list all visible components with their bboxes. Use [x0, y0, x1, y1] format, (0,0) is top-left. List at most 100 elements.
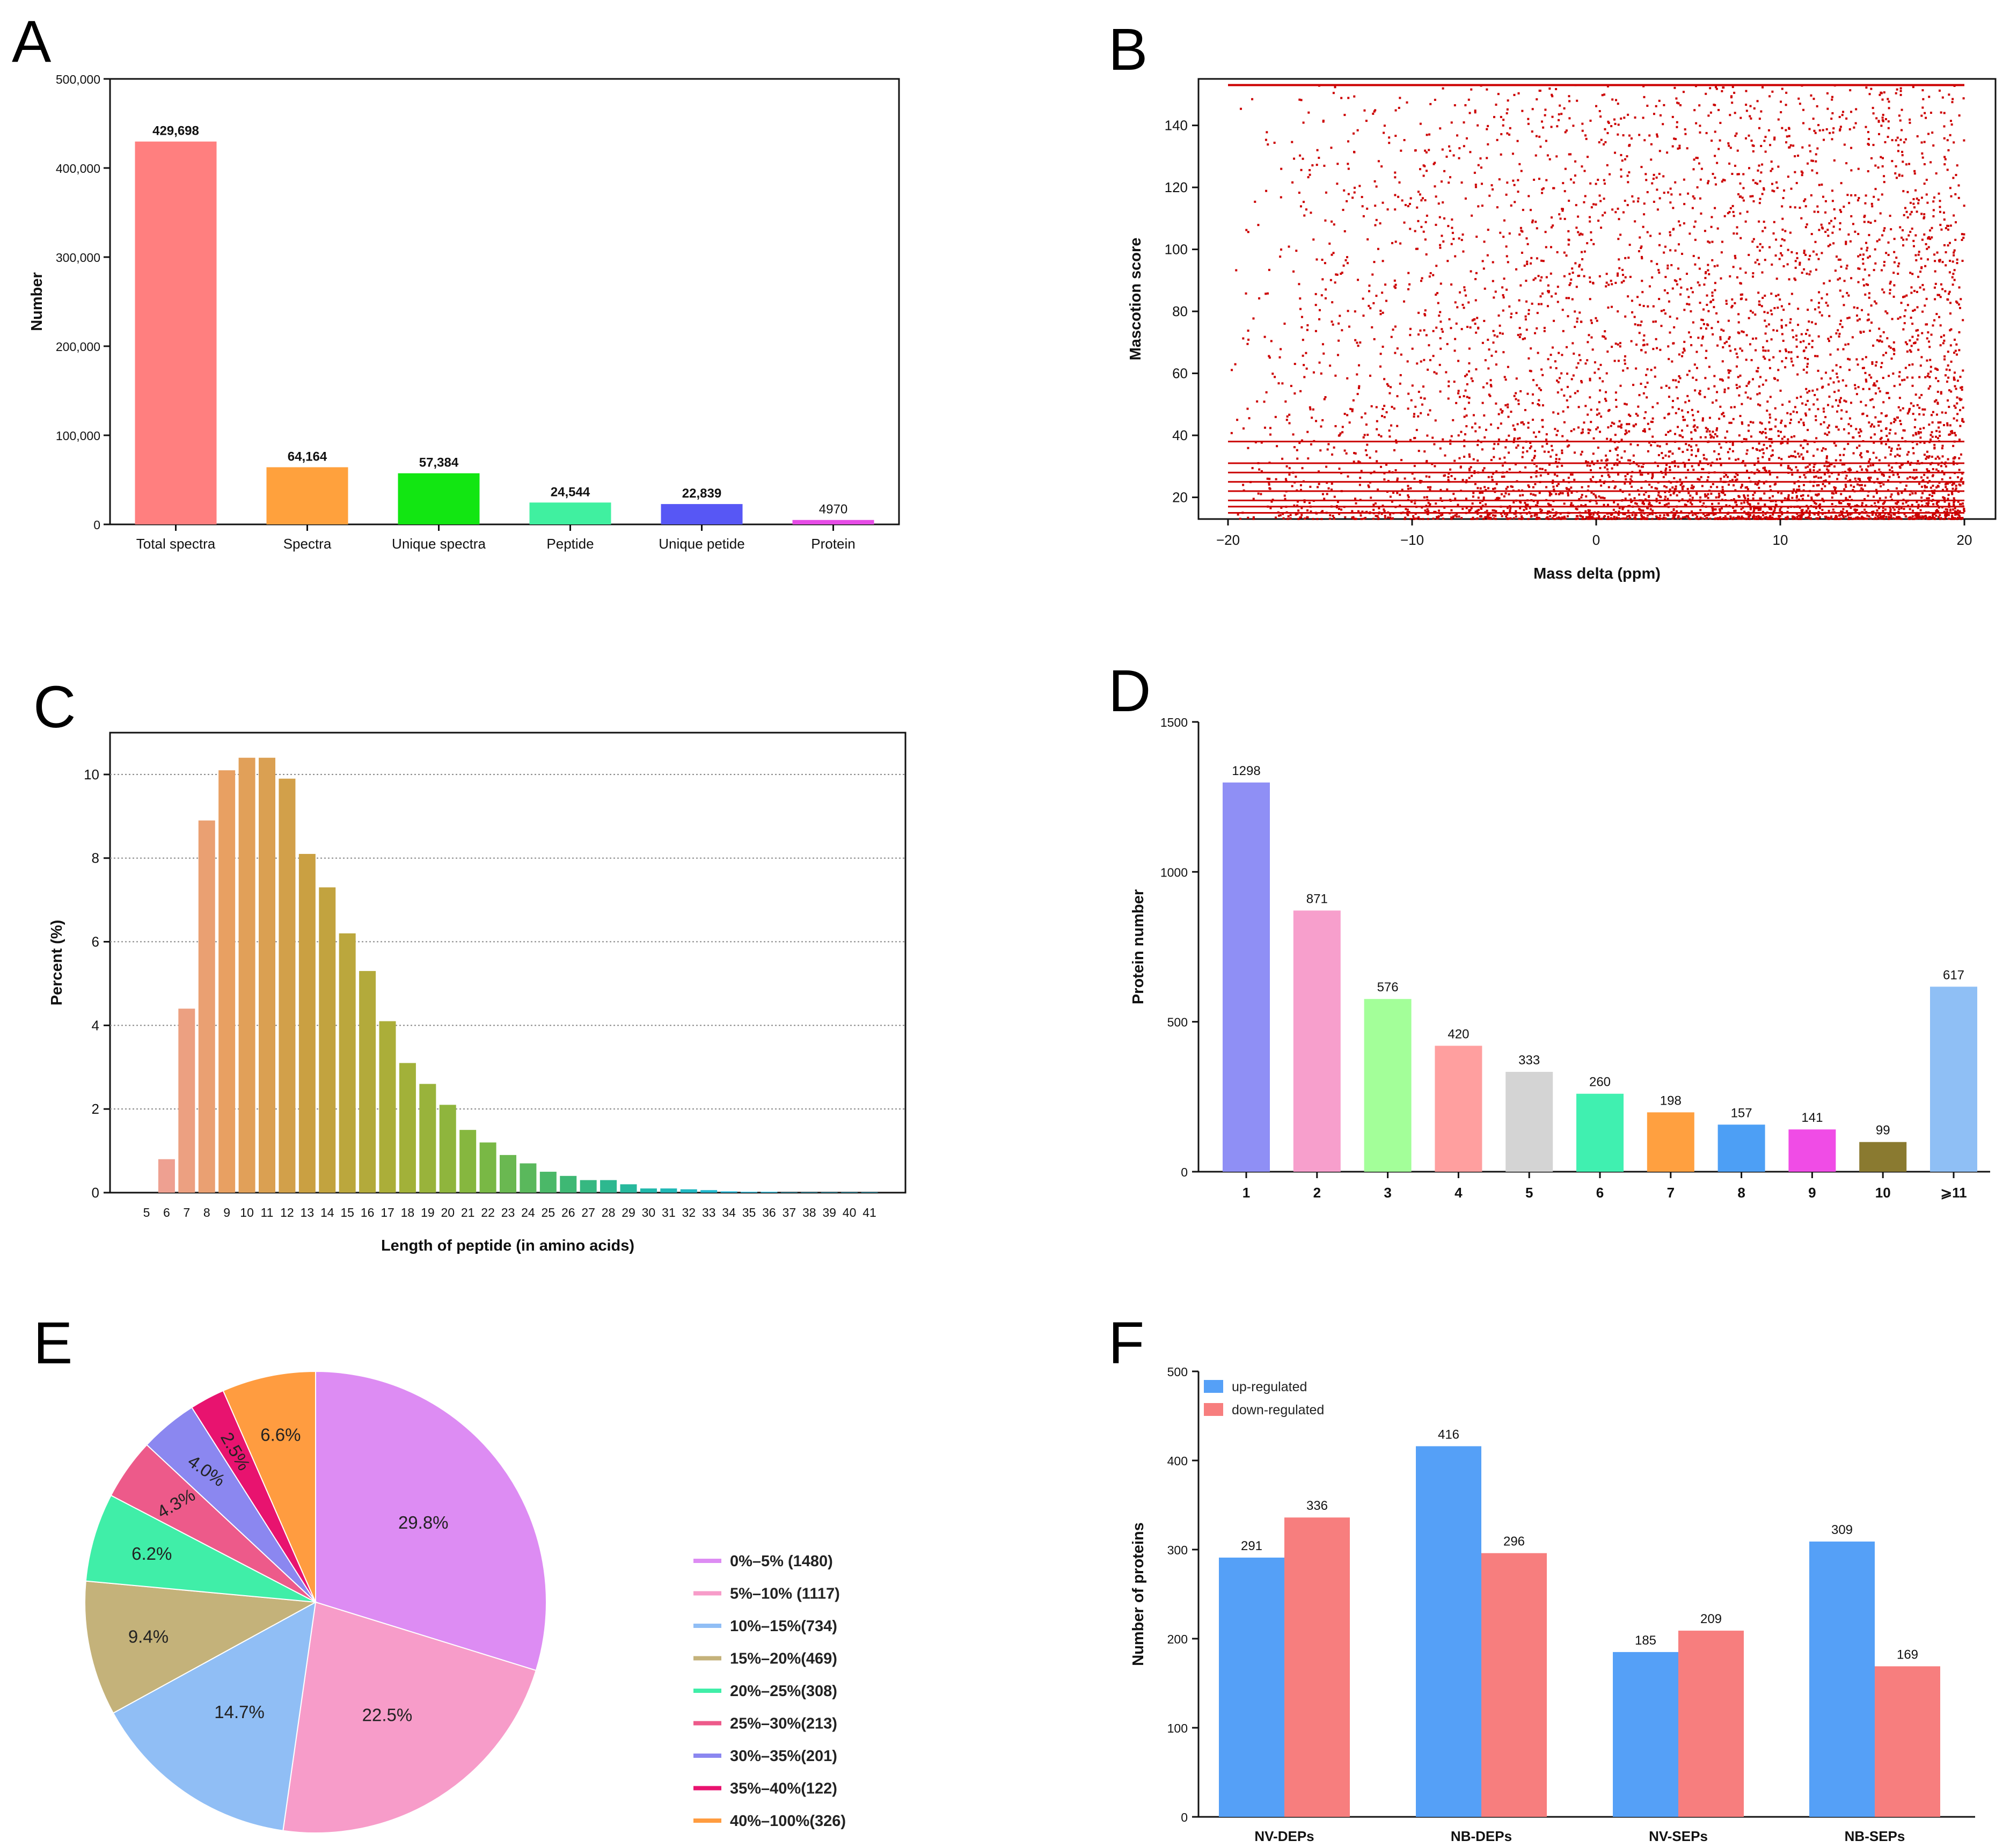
b-point	[1748, 381, 1751, 383]
b-point	[1723, 415, 1726, 418]
b-point	[1533, 455, 1536, 457]
b-point	[1508, 133, 1511, 136]
b-point	[1744, 137, 1747, 140]
b-point	[1898, 383, 1901, 386]
b-point	[1394, 283, 1397, 286]
b-point	[1362, 297, 1364, 300]
b-point	[1814, 132, 1817, 134]
b-point	[1785, 348, 1787, 351]
b-point	[1516, 437, 1519, 440]
b-point	[1377, 517, 1379, 520]
b-point	[1938, 506, 1940, 509]
b-point	[1945, 251, 1947, 253]
b-point	[1781, 238, 1784, 240]
b-point	[1639, 469, 1641, 472]
b-point	[1763, 443, 1765, 446]
b-point	[1817, 124, 1820, 127]
b-point	[1867, 313, 1870, 316]
b-point	[1881, 288, 1884, 291]
b-point	[1338, 513, 1341, 515]
b-point	[1318, 157, 1320, 159]
b-point	[1947, 458, 1949, 461]
b-point	[1336, 182, 1339, 185]
b-point	[1638, 332, 1641, 334]
b-point	[1535, 475, 1538, 478]
b-point	[1903, 429, 1906, 432]
b-point	[1457, 390, 1460, 392]
b-point	[1685, 504, 1687, 507]
b-point	[1692, 376, 1694, 379]
b-point	[1681, 409, 1684, 412]
b-point	[1954, 510, 1956, 513]
b-point	[1494, 517, 1497, 520]
b-point	[1720, 328, 1723, 331]
b-point	[1314, 304, 1317, 306]
b-point	[1372, 517, 1375, 520]
b-point	[1745, 513, 1748, 515]
b-point	[1466, 383, 1468, 385]
b-point	[1638, 508, 1641, 510]
b-point	[1954, 221, 1957, 224]
b-point	[1537, 275, 1540, 277]
b-point	[1816, 448, 1819, 451]
b-point	[1534, 332, 1537, 334]
b-point	[1843, 488, 1846, 491]
b-point	[1783, 239, 1786, 242]
b-point	[1549, 492, 1552, 495]
b-point	[1417, 333, 1420, 336]
b-point	[1936, 401, 1939, 404]
b-point	[1414, 513, 1417, 515]
b-point	[1748, 515, 1751, 518]
b-point	[1921, 515, 1924, 518]
b-point	[1625, 517, 1627, 520]
b-point	[1735, 479, 1737, 482]
b-point	[1821, 252, 1823, 254]
b-point	[1723, 493, 1726, 496]
b-point	[1448, 318, 1451, 320]
b-point	[1780, 517, 1783, 520]
b-point	[1723, 215, 1726, 217]
b-point	[1794, 260, 1797, 262]
b-point	[1880, 429, 1883, 432]
b-point	[1912, 413, 1914, 415]
b-point	[1863, 484, 1866, 487]
b-point	[1816, 494, 1818, 496]
b-point	[1606, 459, 1609, 462]
b-point	[1749, 505, 1751, 507]
b-point	[1948, 502, 1950, 505]
b-point	[1567, 406, 1569, 408]
b-point	[1952, 457, 1955, 460]
b-point	[1959, 425, 1962, 427]
b-point	[1931, 516, 1934, 519]
b-point	[1686, 395, 1689, 397]
b-point	[1933, 253, 1936, 256]
b-point	[1695, 455, 1698, 457]
b-point	[1909, 476, 1911, 478]
b-point	[1589, 500, 1591, 503]
b-point	[1785, 516, 1787, 519]
b-point	[1941, 447, 1943, 450]
b-point	[1853, 486, 1855, 488]
b-point	[1742, 199, 1745, 202]
b-point	[1818, 505, 1821, 507]
b-point	[1581, 428, 1584, 431]
b-point	[1963, 510, 1965, 513]
b-point	[1448, 181, 1450, 184]
b-point	[1929, 438, 1932, 441]
b-point	[1866, 249, 1868, 252]
b-point	[1642, 501, 1644, 503]
b-point	[1829, 353, 1832, 356]
b-point	[1660, 386, 1663, 389]
b-point	[1545, 439, 1548, 441]
b-point	[1465, 498, 1467, 500]
b-point	[1956, 509, 1959, 512]
b-point	[1527, 426, 1530, 429]
b-point	[1464, 289, 1466, 291]
b-point	[1963, 508, 1965, 511]
b-point	[1664, 491, 1667, 493]
b-point	[1893, 261, 1896, 264]
b-point	[1411, 384, 1414, 387]
b-point	[1648, 134, 1651, 137]
b-point	[1490, 184, 1493, 187]
b-point	[1764, 432, 1767, 434]
